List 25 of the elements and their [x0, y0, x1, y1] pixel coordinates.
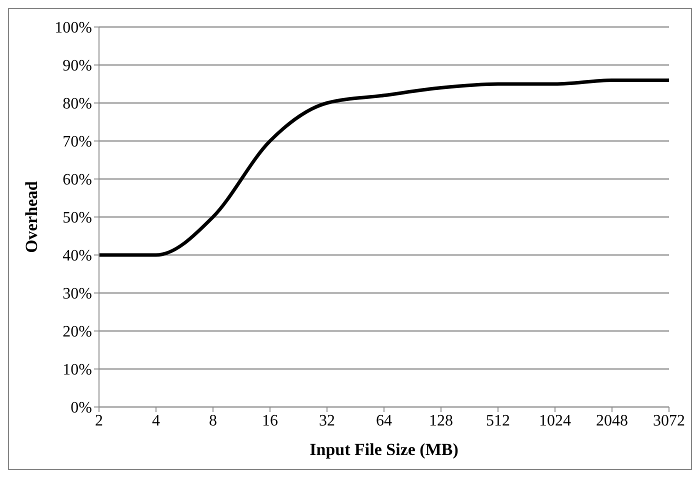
y-tick-label: 40%: [62, 248, 92, 265]
line-series: [97, 78, 671, 257]
x-tick-label: 64: [376, 412, 392, 430]
x-tick-label: 1024: [539, 412, 571, 430]
y-tick-label: 80%: [62, 96, 92, 113]
y-tick-label: 90%: [62, 58, 92, 75]
x-tick-label: 2048: [596, 412, 628, 430]
y-tick-label: 30%: [62, 286, 92, 303]
y-tick-label: 50%: [62, 210, 92, 227]
x-tick-label: 512: [486, 412, 510, 430]
y-axis-title: Overhead: [22, 180, 42, 253]
x-tick-label: 8: [209, 412, 217, 430]
x-tick-label: 32: [319, 412, 335, 430]
x-tick-label: 3072: [653, 412, 685, 430]
x-axis-title: Input File Size (MB): [310, 440, 458, 459]
y-tick-label: 20%: [62, 324, 92, 341]
y-tick-label: 0%: [70, 400, 92, 417]
y-tick-label: 100%: [54, 20, 92, 37]
x-tick-label: 16: [262, 412, 278, 430]
y-tick-label: 10%: [62, 362, 92, 379]
y-tick-label: 70%: [62, 134, 92, 151]
x-tick-label: 2: [95, 412, 103, 430]
x-tick-label: 4: [152, 412, 160, 430]
x-tick-label: 128: [429, 412, 453, 430]
y-tick-label: 60%: [62, 172, 92, 189]
